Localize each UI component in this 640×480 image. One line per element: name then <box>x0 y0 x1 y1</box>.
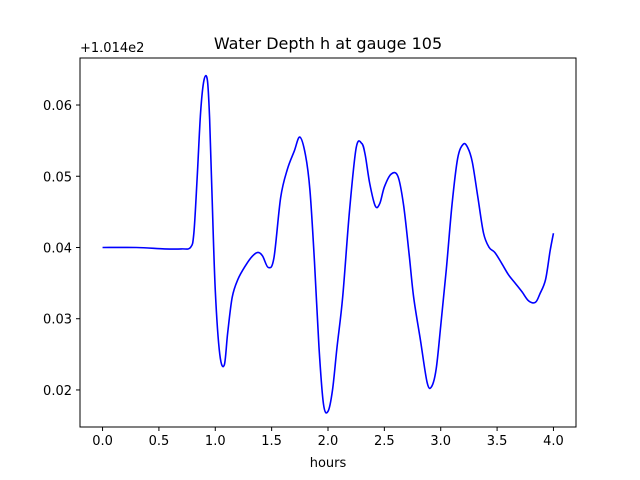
chart-title: Water Depth h at gauge 105 <box>214 34 442 53</box>
x-axis: 0.0 0.5 1.0 1.5 2.0 2.5 3.0 3.5 4.0 <box>92 427 564 449</box>
y-axis: 0.02 0.03 0.04 0.05 0.06 <box>43 99 80 399</box>
y-tick-label: 0.04 <box>43 241 72 256</box>
x-tick-label: 0.5 <box>149 434 170 449</box>
x-tick-label: 3.5 <box>487 434 508 449</box>
x-tick-label: 4.0 <box>543 434 564 449</box>
y-offset-label: +1.014e2 <box>80 41 144 56</box>
x-tick-label: 1.5 <box>261 434 282 449</box>
x-axis-label: hours <box>310 456 347 471</box>
x-tick-label: 2.5 <box>374 434 395 449</box>
plot-area <box>102 74 555 414</box>
series-line <box>102 74 555 414</box>
x-tick-label: 1.0 <box>205 434 226 449</box>
x-tick-label: 0.0 <box>92 434 113 449</box>
x-tick-label: 2.0 <box>318 434 339 449</box>
y-tick-label: 0.03 <box>43 313 72 328</box>
y-tick-label: 0.02 <box>43 384 72 399</box>
x-tick-label: 3.0 <box>430 434 451 449</box>
y-tick-label: 0.05 <box>43 170 72 185</box>
y-tick-label: 0.06 <box>43 99 72 114</box>
